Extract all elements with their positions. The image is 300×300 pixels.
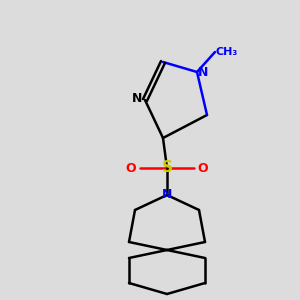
- Text: O: O: [198, 161, 208, 175]
- Text: CH₃: CH₃: [216, 47, 238, 57]
- Text: O: O: [126, 161, 136, 175]
- Text: S: S: [161, 160, 172, 175]
- Text: N: N: [198, 65, 208, 79]
- Text: N: N: [132, 92, 142, 106]
- Text: N: N: [162, 188, 172, 202]
